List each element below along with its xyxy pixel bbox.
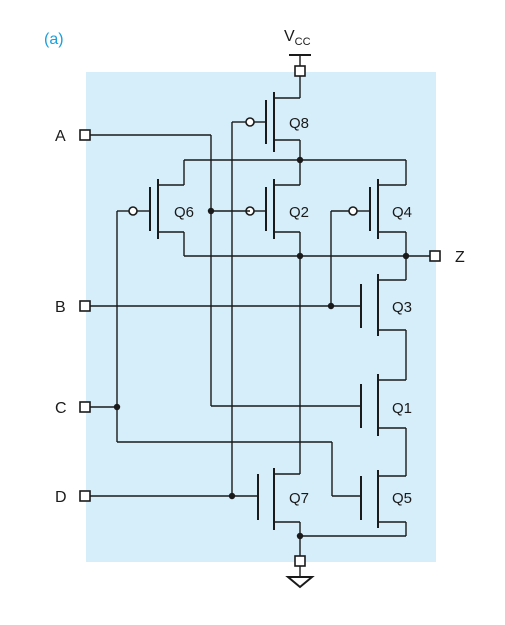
ground-icon xyxy=(285,566,315,589)
input-a-terminal xyxy=(79,129,91,141)
q8-gate-bubble xyxy=(245,117,255,127)
junction-dot xyxy=(228,492,236,500)
junction-dot xyxy=(207,207,215,215)
input-c-label: C xyxy=(55,400,67,417)
vcc-label: VCC xyxy=(284,28,311,48)
q5-label: Q5 xyxy=(392,490,412,507)
input-c-terminal xyxy=(79,401,91,413)
input-b-label: B xyxy=(55,299,66,316)
q6-gate-bubble xyxy=(128,206,138,216)
figure-tag: (a) xyxy=(44,31,64,48)
transistor-q5: Q5 xyxy=(360,470,412,536)
ground-terminal xyxy=(294,555,306,567)
vcc-symbol xyxy=(289,54,311,66)
input-d-terminal xyxy=(79,490,91,502)
transistor-q7: Q7 xyxy=(257,256,309,536)
q1-label: Q1 xyxy=(392,400,412,417)
q4-label: Q4 xyxy=(392,204,412,221)
input-b-terminal xyxy=(79,300,91,312)
input-a-label: A xyxy=(55,128,66,145)
schematic-panel xyxy=(86,72,436,562)
junction-dot xyxy=(113,403,121,411)
q4-gate-bubble xyxy=(348,206,358,216)
transistor-q8: Q8 xyxy=(232,76,309,160)
vcc-main: V xyxy=(284,28,295,45)
q8-label: Q8 xyxy=(289,115,309,132)
transistor-q2: Q2 xyxy=(245,160,309,256)
vcc-terminal xyxy=(294,65,306,77)
transistor-q3: Q3 xyxy=(360,256,412,380)
transistor-q4: Q4 xyxy=(330,160,412,306)
q7-label: Q7 xyxy=(289,490,309,507)
input-d-label: D xyxy=(55,489,67,506)
transistor-q1: Q1 xyxy=(360,374,412,476)
q6-label: Q6 xyxy=(174,204,194,221)
output-z-terminal xyxy=(429,250,441,262)
junction-dot xyxy=(327,302,335,310)
vcc-subscript: CC xyxy=(295,36,311,48)
output-z-label: Z xyxy=(455,249,465,266)
transistor-q6: Q6 xyxy=(128,160,194,256)
q2-label: Q2 xyxy=(289,204,309,221)
q3-label: Q3 xyxy=(392,299,412,316)
